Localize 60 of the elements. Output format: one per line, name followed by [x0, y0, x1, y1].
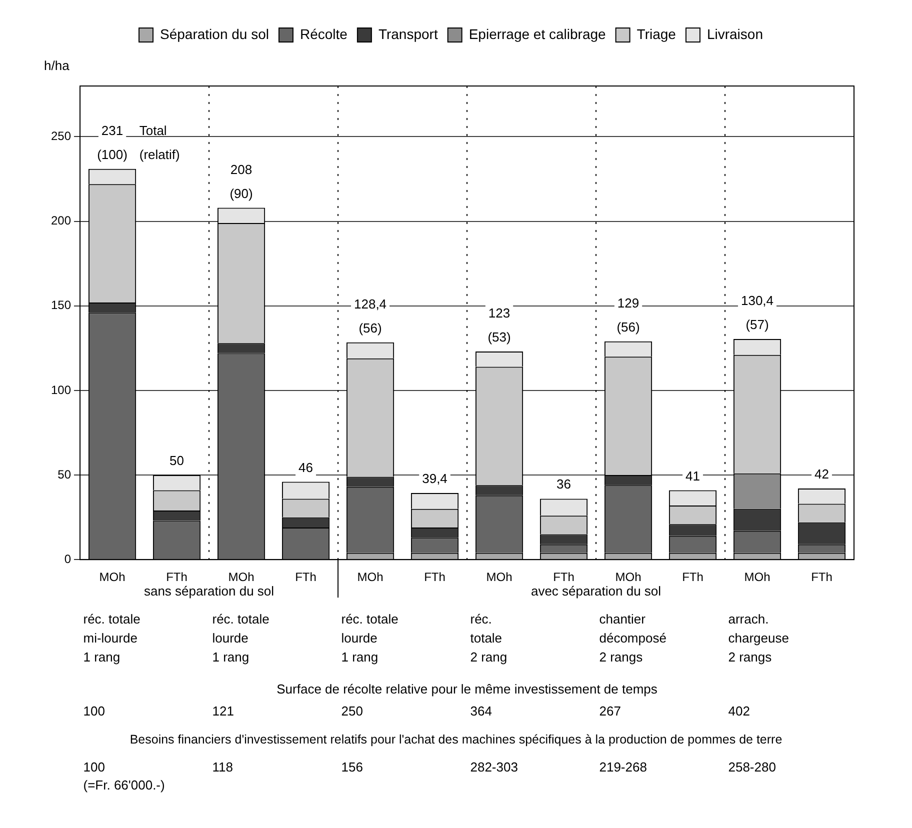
text: réc. totale mi-lourde 1 rang [83, 612, 140, 665]
x-tick-label: MOh [615, 570, 642, 584]
y-tick-label: 200 [50, 214, 72, 228]
total-label: 231 (100) [97, 122, 128, 162]
legend-label: Séparation du sol [160, 26, 269, 42]
y-tick-label: 0 [64, 552, 72, 566]
legend-label: Epierrage et calibrage [468, 26, 606, 42]
text: Surface de récolte relative pour le même investissement de temps [276, 682, 658, 697]
legend-label: Transport [378, 26, 438, 42]
total-label: 36 [556, 476, 571, 492]
text: 219-268 [599, 760, 647, 775]
text: 258-280 [728, 760, 776, 775]
x-tick-label: MOh [357, 570, 384, 584]
x-tick-label: MOh [228, 570, 254, 584]
legend-label: Triage [636, 26, 676, 42]
total-label: 50 [170, 453, 184, 468]
total-label: 46 [298, 460, 313, 475]
legend-label: Récolte [300, 26, 348, 42]
text: 267 [599, 704, 621, 719]
y-tick-label: 50 [58, 467, 72, 482]
text: réc. totale lourde 1 rang [212, 612, 270, 665]
text: réc. totale lourde 1 rang [341, 612, 398, 665]
text: 118 [212, 760, 233, 775]
text: Besoins financiers d'investissement relatifs pour l'achat des machines spécifiques à la production de pommes de terre [130, 732, 782, 747]
total-label: 129 (56) [616, 295, 640, 334]
text: 402 [728, 704, 750, 719]
y-tick-label: 150 [50, 298, 72, 312]
total-label: 208 (90) [230, 162, 253, 201]
x-tick-label: FTh [682, 570, 704, 584]
text: chantier décomposé 2 rangs [599, 612, 666, 665]
text: 100 [83, 704, 105, 719]
x-tick-label: MOh [486, 570, 512, 584]
x-tick-label: FTh [166, 570, 188, 584]
total-label: 42 [814, 466, 829, 482]
x-tick-label: FTh [553, 570, 574, 584]
x-tick-label: FTh [811, 570, 832, 584]
legend-label: Livraison [706, 26, 763, 42]
y-tick-label: 100 [50, 382, 72, 397]
total-label: 41 [686, 468, 700, 484]
total-label: 39,4 [422, 470, 448, 486]
x-tick-label: FTh [295, 570, 316, 584]
x-tick-label: FTh [424, 570, 446, 584]
text: 121 [212, 704, 234, 719]
text: 364 [470, 704, 492, 719]
total-label: 123 (53) [488, 306, 511, 345]
y-axis-title: h/ha [44, 58, 70, 73]
total-label: 128,4 (56) [354, 296, 387, 336]
text: 156 [341, 760, 363, 775]
text: 100 (=Fr. 66'000.-) [83, 760, 165, 793]
text: arrach. chargeuse 2 rangs [728, 612, 789, 665]
x-tick-label: MOh [99, 570, 126, 584]
annotation: Total (relatif) [139, 122, 180, 162]
text: avec séparation du sol [530, 584, 662, 599]
text: réc. totale 2 rang [470, 612, 508, 665]
y-tick-label: 250 [50, 129, 72, 144]
text: 282-303 [470, 760, 518, 775]
x-tick-label: MOh [744, 570, 770, 584]
text: sans séparation du sol [144, 584, 274, 599]
text: 250 [341, 704, 363, 719]
total-label: 130,4 (57) [740, 293, 774, 332]
